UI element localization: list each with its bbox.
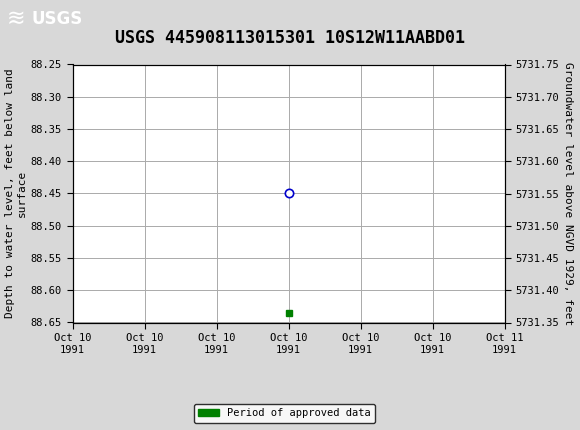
Y-axis label: Groundwater level above NGVD 1929, feet: Groundwater level above NGVD 1929, feet: [563, 62, 573, 325]
Text: USGS: USGS: [32, 9, 83, 28]
Text: ≋: ≋: [7, 9, 26, 28]
Legend: Period of approved data: Period of approved data: [194, 404, 375, 423]
Y-axis label: Depth to water level, feet below land
surface: Depth to water level, feet below land su…: [5, 69, 27, 318]
Text: USGS 445908113015301 10S12W11AABD01: USGS 445908113015301 10S12W11AABD01: [115, 29, 465, 47]
